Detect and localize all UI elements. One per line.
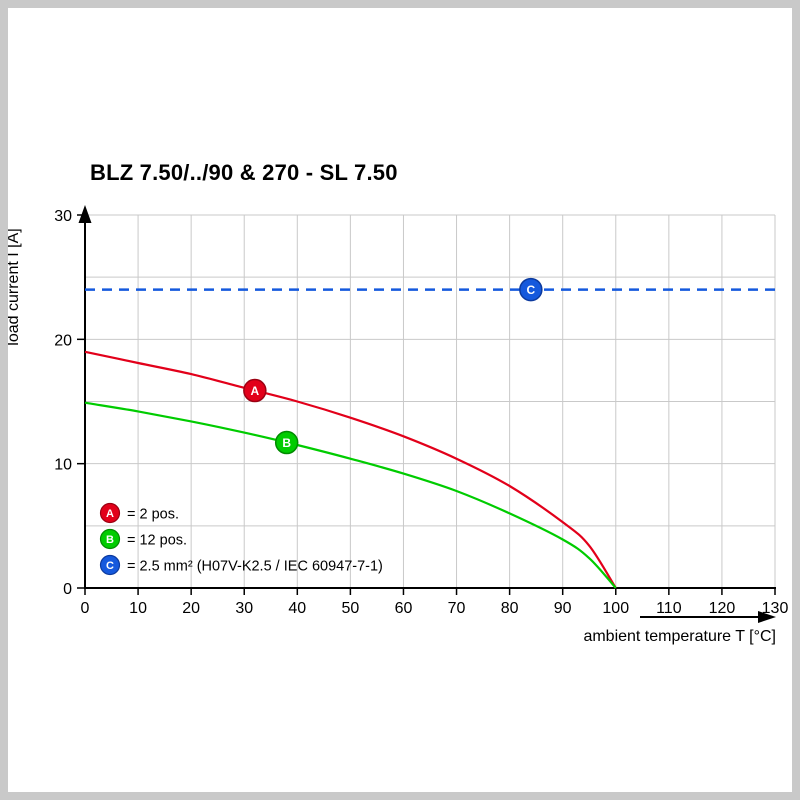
legend-letter-b: B xyxy=(106,534,114,546)
x-tick-label: 50 xyxy=(341,600,359,617)
x-tick-label: 100 xyxy=(602,600,629,617)
chart-title: BLZ 7.50/../90 & 270 - SL 7.50 xyxy=(90,160,398,185)
y-tick-label: 20 xyxy=(54,332,72,349)
x-tick-label: 30 xyxy=(235,600,253,617)
tick-group: 0 10 20 30 40 50 60 70 80 90 100 110 120 130 0 10 20 30 xyxy=(54,208,788,617)
x-axis-arrowhead xyxy=(758,611,776,623)
derating-chart: 0 10 20 30 40 50 60 70 80 90 100 110 120 130 0 10 20 30 lo… xyxy=(8,205,788,645)
x-tick-label: 20 xyxy=(182,600,200,617)
x-tick-label: 0 xyxy=(81,600,90,617)
x-tick-label: 120 xyxy=(709,600,736,617)
legend: A = 2 pos. B = 12 pos. C = 2.5 mm² (H07V-K2.5… xyxy=(99,502,383,576)
legend-item-c: C = 2.5 mm² (H07V-K2.5 / IEC 60947-7-1) xyxy=(99,554,383,576)
legend-text-a: = 2 pos. xyxy=(127,507,179,523)
legend-marker-c xyxy=(99,554,121,576)
x-tick-label: 60 xyxy=(395,600,413,617)
x-tick-label: 10 xyxy=(129,600,147,617)
marker-c: C xyxy=(519,277,543,302)
legend-marker-a xyxy=(99,502,121,524)
y-tick-label: 30 xyxy=(54,208,72,225)
marker-circle-a xyxy=(243,378,267,403)
chart-page: BLZ 7.50/../90 & 270 - SL 7.50 0 10 20 30 40… xyxy=(8,8,792,792)
y-axis-arrowhead xyxy=(78,205,92,223)
marker-a: A xyxy=(243,378,267,403)
x-axis-title: ambient temperature T [°C] xyxy=(583,628,776,645)
curve-b xyxy=(84,401,617,589)
x-tick-label: 130 xyxy=(762,600,789,617)
x-tick-label: 110 xyxy=(656,600,682,617)
legend-letter-c: C xyxy=(106,560,114,572)
marker-circle-c xyxy=(519,277,543,302)
y-tick-label: 10 xyxy=(54,457,72,474)
marker-letter-b: B xyxy=(282,436,291,450)
legend-letter-a: A xyxy=(106,508,114,520)
marker-letter-c: C xyxy=(527,283,536,297)
x-tick-label: 90 xyxy=(554,600,572,617)
x-tick-label: 70 xyxy=(448,600,466,617)
legend-text-c: = 2.5 mm² (H07V-K2.5 / IEC 60947-7-1) xyxy=(127,559,383,575)
grid xyxy=(85,214,776,588)
y-axis-title: load current I [A] xyxy=(8,228,22,345)
x-tick-label: 80 xyxy=(501,600,519,617)
legend-marker-b xyxy=(99,528,121,550)
legend-item-b: B = 12 pos. xyxy=(99,528,187,550)
marker-letter-a: A xyxy=(251,384,260,398)
marker-b: B xyxy=(274,430,299,455)
x-tick-label: 40 xyxy=(288,600,306,617)
legend-text-b: = 12 pos. xyxy=(127,533,187,549)
curve-a xyxy=(84,350,617,589)
marker-circle-b xyxy=(274,430,299,455)
y-tick-label: 0 xyxy=(63,581,72,598)
legend-item-a: A = 2 pos. xyxy=(99,502,179,524)
axes xyxy=(84,221,776,589)
